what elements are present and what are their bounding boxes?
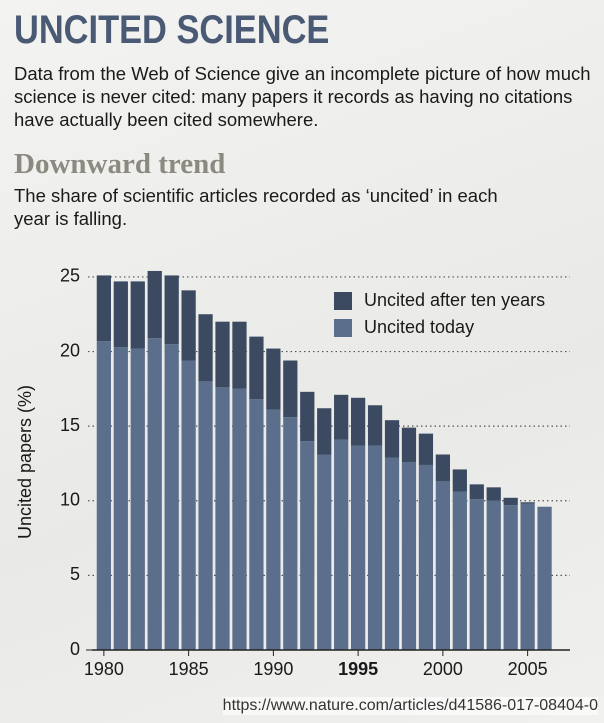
x-tick-label: 2000 (423, 659, 463, 679)
bar-segment (384, 420, 400, 458)
bar-segment (537, 506, 552, 650)
legend-label: Uncited after ten years (364, 290, 545, 310)
bar-segment (351, 397, 366, 446)
intro: Data from the Web of Science give an inc… (14, 63, 591, 130)
bar-segment (334, 439, 349, 650)
source-url: https://www.nature.com/articles/d41586-0… (222, 697, 598, 715)
bar-segment (317, 408, 332, 455)
x-tick-label: 1985 (169, 659, 209, 679)
y-tick-label: 15 (60, 415, 80, 435)
bar-segment (96, 341, 111, 650)
x-tick-label: 1980 (84, 659, 124, 679)
bar-segment (300, 391, 315, 442)
x-tick-label: 1990 (253, 659, 293, 679)
bar-segment (503, 497, 518, 506)
bar-segment (520, 503, 535, 650)
bar-segment (164, 275, 179, 345)
bar-segment (266, 409, 281, 650)
bar-segment (215, 387, 230, 650)
bar-segment (147, 338, 162, 650)
description: The share of scientific articles recorde… (14, 185, 498, 229)
bar-segment (452, 491, 467, 650)
bar-segment (130, 348, 145, 650)
bar-segment (384, 457, 400, 650)
y-tick-label: 5 (70, 564, 80, 584)
bar-segment (232, 388, 247, 650)
bar-segment (198, 314, 213, 382)
bar-segment (520, 502, 535, 504)
bar-segment (300, 441, 315, 650)
y-tick-label: 25 (60, 266, 80, 286)
legend-swatch (334, 292, 352, 310)
x-tick-label: 1995 (338, 659, 378, 679)
bar-segment (452, 469, 467, 492)
title: UNCITED SCIENCE (14, 8, 330, 52)
bar-segment (283, 360, 298, 418)
bar-segment (351, 445, 366, 650)
bar-segment (181, 290, 196, 361)
bar-segment (486, 487, 501, 501)
bar-segment (469, 484, 484, 500)
y-axis-label: Uncited papers (%) (15, 385, 35, 539)
bar-segment (232, 321, 247, 389)
bar-segment (164, 344, 179, 650)
bar-segment (130, 281, 145, 349)
bar-segment (401, 461, 417, 650)
y-tick-label: 10 (60, 490, 80, 510)
bar-segment (181, 360, 196, 650)
bar-segment (113, 347, 128, 650)
bar-segment (401, 427, 417, 462)
bar-segment (215, 321, 230, 388)
subtitle: Downward trend (14, 148, 226, 180)
bar-segment (367, 445, 383, 650)
bar-segment (198, 381, 213, 650)
bar-segment (147, 270, 162, 339)
bar-segment (418, 464, 434, 650)
bar-segment (334, 394, 349, 440)
legend-swatch (334, 319, 352, 337)
y-tick-label: 0 (70, 639, 80, 659)
bar-segment (486, 500, 501, 650)
bar-segment (418, 433, 434, 465)
bar-segment (283, 417, 298, 650)
legend-label: Uncited today (364, 317, 474, 337)
bar-segment (435, 481, 450, 650)
bar-segment (249, 336, 264, 400)
bar-segment (113, 281, 128, 348)
bar-segment (435, 454, 450, 482)
x-tick-label: 2005 (508, 659, 548, 679)
bar-segment (249, 399, 264, 650)
bar-segment (266, 348, 281, 410)
y-tick-label: 20 (60, 340, 80, 360)
bar-segment (503, 505, 518, 650)
bar-segment (469, 499, 484, 650)
bar-segment (367, 405, 383, 446)
bar-segment (96, 275, 111, 342)
bar-segment (317, 454, 332, 650)
